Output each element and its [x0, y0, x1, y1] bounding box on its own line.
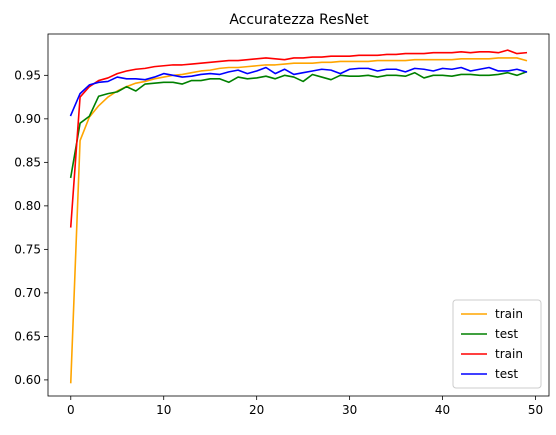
series-line-test-2 — [69, 70, 528, 179]
x-tick-label: 10 — [156, 403, 171, 417]
series-line-train-3 — [69, 49, 528, 228]
y-tick-label: 0.85 — [14, 155, 41, 169]
x-tick-label: 50 — [528, 403, 543, 417]
y-tick-label: 0.80 — [14, 199, 41, 213]
x-tick-label: 0 — [67, 403, 75, 417]
y-tick-label: 0.95 — [14, 68, 41, 82]
y-tick-label: 0.75 — [14, 242, 41, 256]
legend-label: test — [495, 327, 518, 341]
legend-box — [452, 299, 542, 389]
y-axis-ticks: 0.60 0.65 0.70 0.75 0.80 0.85 0.90 0.95 — [14, 68, 48, 387]
x-axis-ticks: 0 10 20 30 40 50 — [67, 396, 543, 417]
y-tick-label: 0.90 — [14, 112, 41, 126]
legend: train test train test — [452, 299, 542, 389]
y-tick-label: 0.65 — [14, 329, 41, 343]
x-tick-label: 40 — [435, 403, 450, 417]
legend-label: train — [495, 307, 523, 321]
plot-frame — [47, 33, 550, 397]
series-layer — [69, 49, 528, 384]
series-line-train-1 — [69, 57, 528, 384]
x-tick-label: 20 — [249, 403, 264, 417]
chart-title: Accuratezza ResNet — [229, 12, 369, 28]
y-tick-label: 0.70 — [14, 286, 41, 300]
legend-label: test — [495, 367, 518, 381]
x-tick-label: 30 — [342, 403, 357, 417]
y-tick-label: 0.60 — [14, 373, 41, 387]
legend-label: train — [495, 347, 523, 361]
series-line-test-4 — [69, 66, 528, 117]
